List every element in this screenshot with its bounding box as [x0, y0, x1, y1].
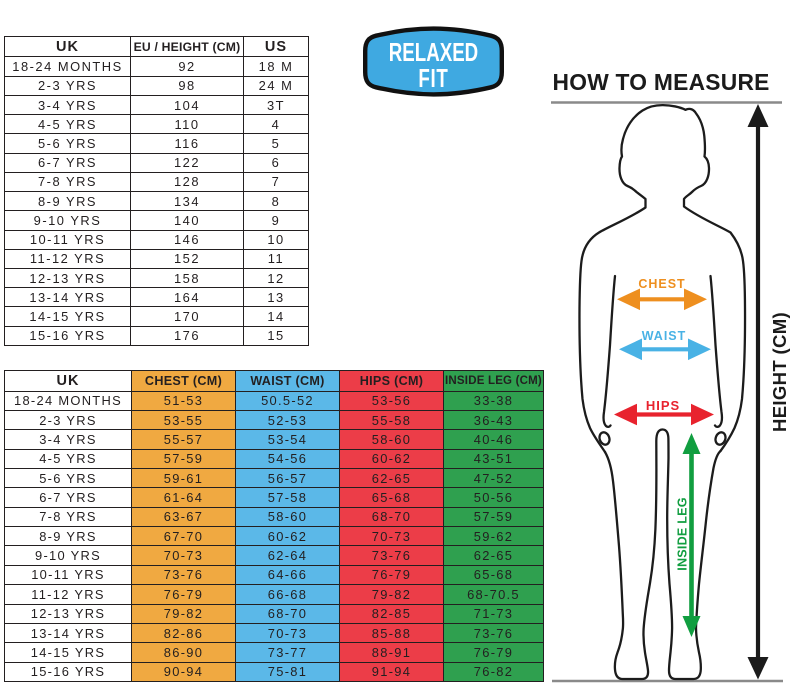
svg-text:HIPS: HIPS — [646, 398, 680, 413]
svg-text:WAIST: WAIST — [642, 329, 687, 343]
svg-text:FIT: FIT — [418, 63, 448, 93]
svg-text:RELAXED: RELAXED — [389, 37, 478, 67]
svg-text:CHEST: CHEST — [638, 277, 685, 291]
svg-text:INSIDE LEG: INSIDE LEG — [676, 497, 690, 570]
svg-text:HOW TO MEASURE: HOW TO MEASURE — [553, 69, 770, 95]
svg-text:HEIGHT (CM): HEIGHT (CM) — [769, 312, 790, 432]
